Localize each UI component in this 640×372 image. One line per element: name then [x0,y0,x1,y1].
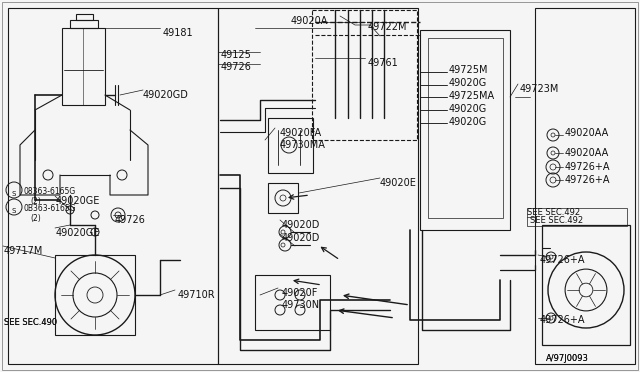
Text: A/97J0093: A/97J0093 [546,354,589,363]
Text: (2): (2) [30,214,41,223]
Bar [420,30,510,230]
Text: 49717M: 49717M [4,246,44,256]
Text: 49723M: 49723M [520,84,559,94]
Text: 49726: 49726 [115,215,146,225]
Text: 49020G: 49020G [449,104,487,114]
Text: 49761: 49761 [368,58,399,68]
Text: 49020D: 49020D [282,233,321,243]
Text: 49725M: 49725M [449,65,488,75]
Text: 49725MA: 49725MA [449,91,495,101]
Text: 49710R: 49710R [178,290,216,300]
Text: 49730N: 49730N [282,300,320,310]
Text: 49020AA: 49020AA [565,148,609,158]
Text: 49020A: 49020A [291,16,328,26]
Bar [535,8,635,364]
Text: 49020D: 49020D [282,220,321,230]
Bar [542,225,630,345]
Text: 49726+A: 49726+A [540,315,586,325]
Bar [55,255,135,335]
Bar [218,8,418,364]
Text: 49020G: 49020G [449,117,487,127]
Text: 49020GD: 49020GD [143,90,189,100]
Text: A/97J0093: A/97J0093 [546,354,589,363]
Text: 49020AA: 49020AA [565,128,609,138]
Text: 49020FA: 49020FA [280,128,322,138]
Bar [527,208,627,226]
Text: S: S [12,208,16,214]
Bar [312,10,417,140]
Text: SEE SEC.490: SEE SEC.490 [4,318,57,327]
Text: SEE SEC.492: SEE SEC.492 [527,208,580,217]
Text: SEE SEC.492: SEE SEC.492 [530,216,583,225]
Text: 49020G: 49020G [449,78,487,88]
Text: 0B363-6165G: 0B363-6165G [24,204,77,213]
Text: 08363-6165G: 08363-6165G [24,187,76,196]
Text: S: S [12,191,16,197]
Text: 49181: 49181 [163,28,194,38]
Text: 49726: 49726 [221,62,252,72]
Text: (2): (2) [30,197,41,206]
Bar [428,38,503,218]
Text: 49726+A: 49726+A [540,255,586,265]
Text: 49722M: 49722M [368,22,408,32]
Text: 49726+A: 49726+A [565,175,611,185]
Text: 49125: 49125 [221,50,252,60]
Bar [255,275,330,330]
Text: 49020E: 49020E [380,178,417,188]
Text: 49020GE: 49020GE [56,228,100,238]
Text: 49020GE: 49020GE [56,196,100,206]
Bar [268,118,313,173]
Bar [268,183,298,213]
Text: 49726+A: 49726+A [565,162,611,172]
Text: 49020F: 49020F [282,288,318,298]
Text: 49730MA: 49730MA [280,140,326,150]
Text: SEE SEC.490: SEE SEC.490 [4,318,57,327]
Bar [8,8,218,364]
